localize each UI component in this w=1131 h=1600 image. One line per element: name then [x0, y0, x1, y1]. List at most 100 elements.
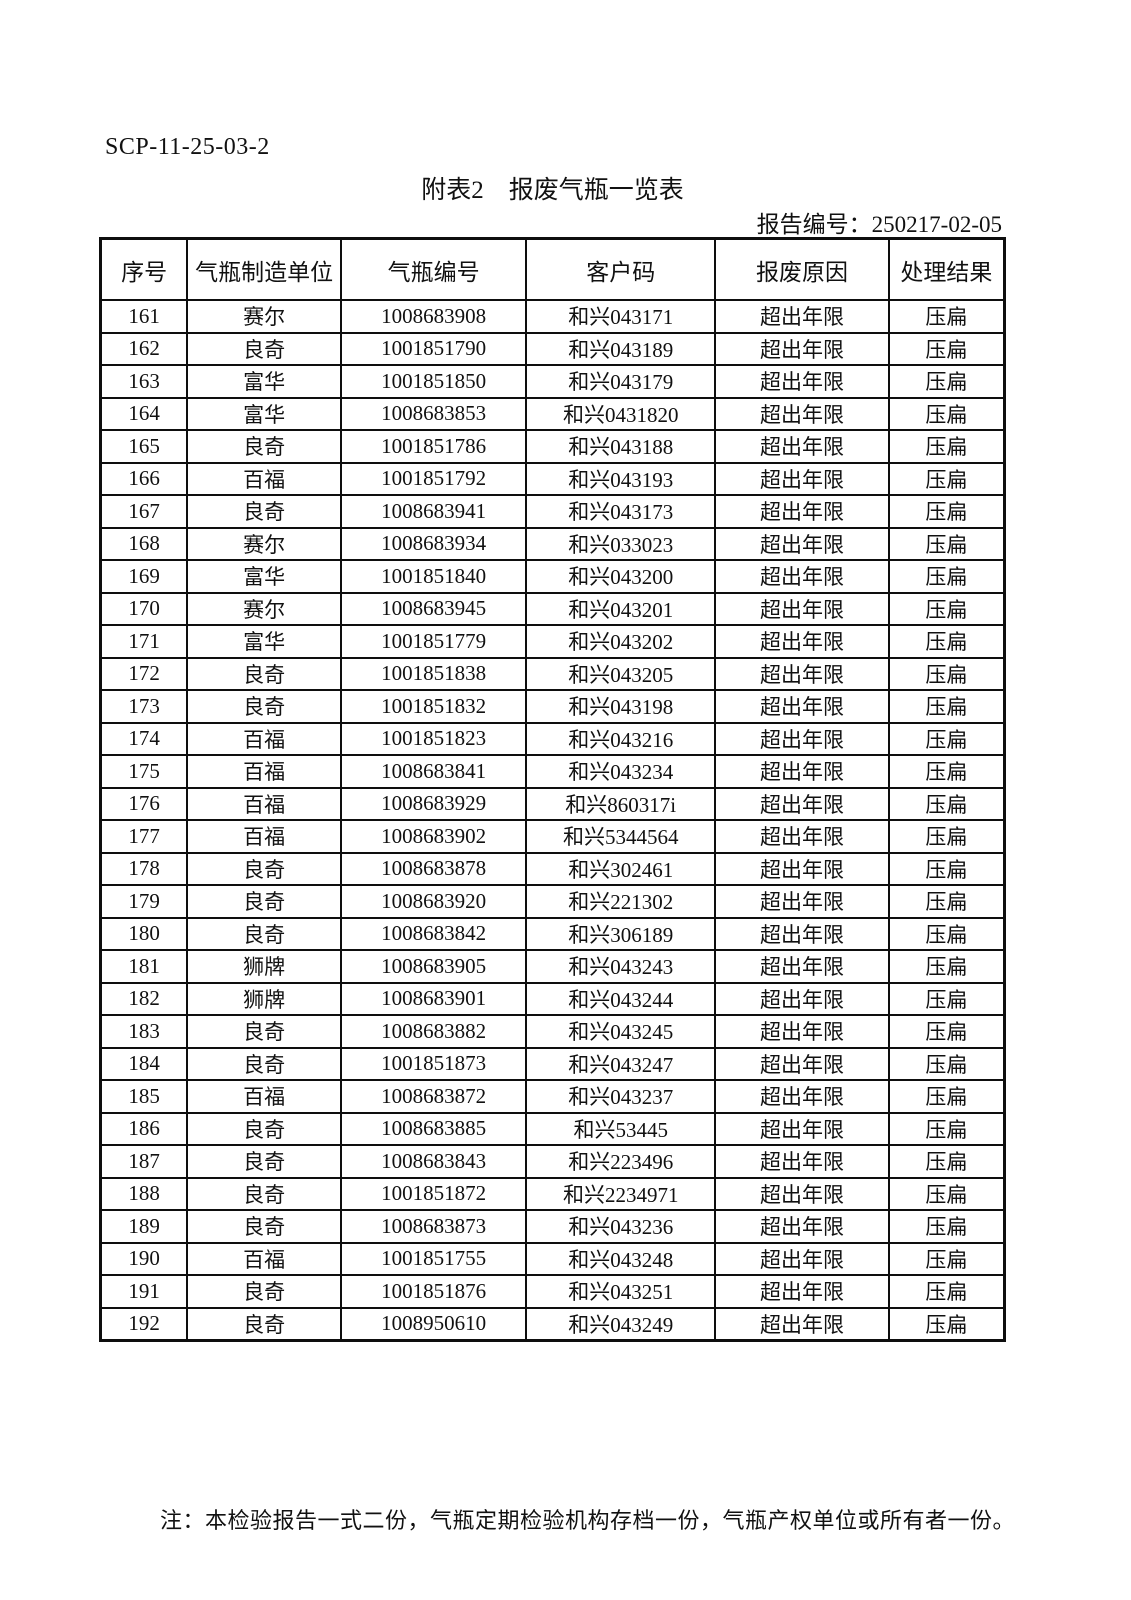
- cell-result: 压扁: [887, 1274, 1006, 1309]
- cell-result: 压扁: [887, 689, 1006, 724]
- table-row: 171 富华 1001851779 和兴043202 超出年限 压扁: [99, 624, 1006, 659]
- cell-seq: 169: [99, 559, 189, 594]
- cell-manufacturer: 良奇: [186, 1176, 342, 1211]
- table-row: 180 良奇 1008683842 和兴306189 超出年限 压扁: [99, 916, 1006, 951]
- cell-result: 压扁: [887, 396, 1006, 431]
- cell-result: 压扁: [887, 1079, 1006, 1114]
- cell-cylinder-no: 1001851755: [339, 1241, 528, 1276]
- cell-result: 压扁: [887, 1306, 1006, 1342]
- cell-customer-code: 和兴043244: [525, 981, 717, 1016]
- cell-cylinder-no: 1001851779: [339, 624, 528, 659]
- cell-cylinder-no: 1001851838: [339, 656, 528, 691]
- cell-result: 压扁: [887, 981, 1006, 1016]
- table-row: 182 狮牌 1008683901 和兴043244 超出年限 压扁: [99, 981, 1006, 1016]
- cell-cylinder-no: 1008683882: [339, 1014, 528, 1049]
- cell-cylinder-no: 1008683905: [339, 949, 528, 984]
- cell-manufacturer: 良奇: [186, 494, 342, 529]
- cell-cylinder-no: 1008950610: [339, 1306, 528, 1342]
- cell-result: 压扁: [887, 526, 1006, 561]
- header-reason: 报废原因: [714, 237, 890, 301]
- cell-manufacturer: 狮牌: [186, 981, 342, 1016]
- cell-customer-code: 和兴043245: [525, 1014, 717, 1049]
- cell-customer-code: 和兴302461: [525, 851, 717, 886]
- cell-seq: 172: [99, 656, 189, 691]
- cell-seq: 174: [99, 721, 189, 756]
- table-row: 173 良奇 1001851832 和兴043198 超出年限 压扁: [99, 689, 1006, 724]
- cell-customer-code: 和兴2234971: [525, 1176, 717, 1211]
- cell-customer-code: 和兴043188: [525, 429, 717, 464]
- cell-customer-code: 和兴043173: [525, 494, 717, 529]
- cell-seq: 165: [99, 429, 189, 464]
- cell-seq: 188: [99, 1176, 189, 1211]
- cell-manufacturer: 良奇: [186, 851, 342, 886]
- cell-customer-code: 和兴043236: [525, 1209, 717, 1244]
- cell-seq: 171: [99, 624, 189, 659]
- cell-result: 压扁: [887, 1144, 1006, 1179]
- cell-seq: 161: [99, 299, 189, 334]
- table-row: 168 赛尔 1008683934 和兴033023 超出年限 压扁: [99, 526, 1006, 561]
- table-row: 166 百福 1001851792 和兴043193 超出年限 压扁: [99, 461, 1006, 496]
- cell-manufacturer: 良奇: [186, 689, 342, 724]
- cell-manufacturer: 良奇: [186, 429, 342, 464]
- cell-cylinder-no: 1001851823: [339, 721, 528, 756]
- cell-customer-code: 和兴223496: [525, 1144, 717, 1179]
- cell-manufacturer: 百福: [186, 819, 342, 854]
- cell-seq: 177: [99, 819, 189, 854]
- table-row: 189 良奇 1008683873 和兴043236 超出年限 压扁: [99, 1209, 1006, 1244]
- table-row: 169 富华 1001851840 和兴043200 超出年限 压扁: [99, 559, 1006, 594]
- cell-reason: 超出年限: [714, 559, 890, 594]
- cell-manufacturer: 良奇: [186, 1274, 342, 1309]
- cell-reason: 超出年限: [714, 689, 890, 724]
- page-title: 附表2 报废气瓶一览表: [421, 177, 684, 204]
- table-row: 164 富华 1008683853 和兴0431820 超出年限 压扁: [99, 396, 1006, 431]
- cell-seq: 190: [99, 1241, 189, 1276]
- cell-manufacturer: 赛尔: [186, 526, 342, 561]
- cell-cylinder-no: 1001851790: [339, 331, 528, 366]
- table-row: 172 良奇 1001851838 和兴043205 超出年限 压扁: [99, 656, 1006, 691]
- cell-customer-code: 和兴043251: [525, 1274, 717, 1309]
- cell-cylinder-no: 1001851850: [339, 364, 528, 399]
- header-seq: 序号: [99, 237, 189, 301]
- cell-cylinder-no: 1008683908: [339, 299, 528, 334]
- table-row: 167 良奇 1008683941 和兴043173 超出年限 压扁: [99, 494, 1006, 529]
- cell-result: 压扁: [887, 559, 1006, 594]
- cell-cylinder-no: 1008683941: [339, 494, 528, 529]
- cell-customer-code: 和兴043200: [525, 559, 717, 594]
- table-row: 188 良奇 1001851872 和兴2234971 超出年限 压扁: [99, 1176, 1006, 1211]
- table-row: 181 狮牌 1008683905 和兴043243 超出年限 压扁: [99, 949, 1006, 984]
- cell-manufacturer: 富华: [186, 396, 342, 431]
- cell-result: 压扁: [887, 1241, 1006, 1276]
- cell-reason: 超出年限: [714, 1079, 890, 1114]
- table-row: 165 良奇 1001851786 和兴043188 超出年限 压扁: [99, 429, 1006, 464]
- table-header-row: 序号 气瓶制造单位 气瓶编号 客户码 报废原因 处理结果: [99, 237, 1006, 301]
- cell-seq: 179: [99, 884, 189, 919]
- cell-result: 压扁: [887, 1176, 1006, 1211]
- cell-reason: 超出年限: [714, 1241, 890, 1276]
- cell-reason: 超出年限: [714, 364, 890, 399]
- cell-customer-code: 和兴043216: [525, 721, 717, 756]
- cell-reason: 超出年限: [714, 1046, 890, 1081]
- cell-customer-code: 和兴860317i: [525, 786, 717, 821]
- cell-result: 压扁: [887, 494, 1006, 529]
- cell-reason: 超出年限: [714, 1144, 890, 1179]
- footer-note: 注：本检验报告一式二份，气瓶定期检验机构存档一份，气瓶产权单位或所有者一份。: [160, 1508, 1016, 1533]
- cell-manufacturer: 富华: [186, 559, 342, 594]
- cell-cylinder-no: 1001851832: [339, 689, 528, 724]
- table-row: 186 良奇 1008683885 和兴53445 超出年限 压扁: [99, 1111, 1006, 1146]
- cell-reason: 超出年限: [714, 1209, 890, 1244]
- cell-reason: 超出年限: [714, 916, 890, 951]
- cell-cylinder-no: 1001851840: [339, 559, 528, 594]
- cell-manufacturer: 富华: [186, 364, 342, 399]
- cell-reason: 超出年限: [714, 461, 890, 496]
- cell-seq: 164: [99, 396, 189, 431]
- header-result: 处理结果: [887, 237, 1006, 301]
- cell-reason: 超出年限: [714, 981, 890, 1016]
- cell-customer-code: 和兴043237: [525, 1079, 717, 1114]
- cell-reason: 超出年限: [714, 721, 890, 756]
- cell-result: 压扁: [887, 1046, 1006, 1081]
- report-number: 报告编号：250217-02-05: [756, 212, 1002, 237]
- cell-customer-code: 和兴5344564: [525, 819, 717, 854]
- header-customer: 客户码: [525, 237, 717, 301]
- cell-manufacturer: 良奇: [186, 1046, 342, 1081]
- cell-result: 压扁: [887, 1209, 1006, 1244]
